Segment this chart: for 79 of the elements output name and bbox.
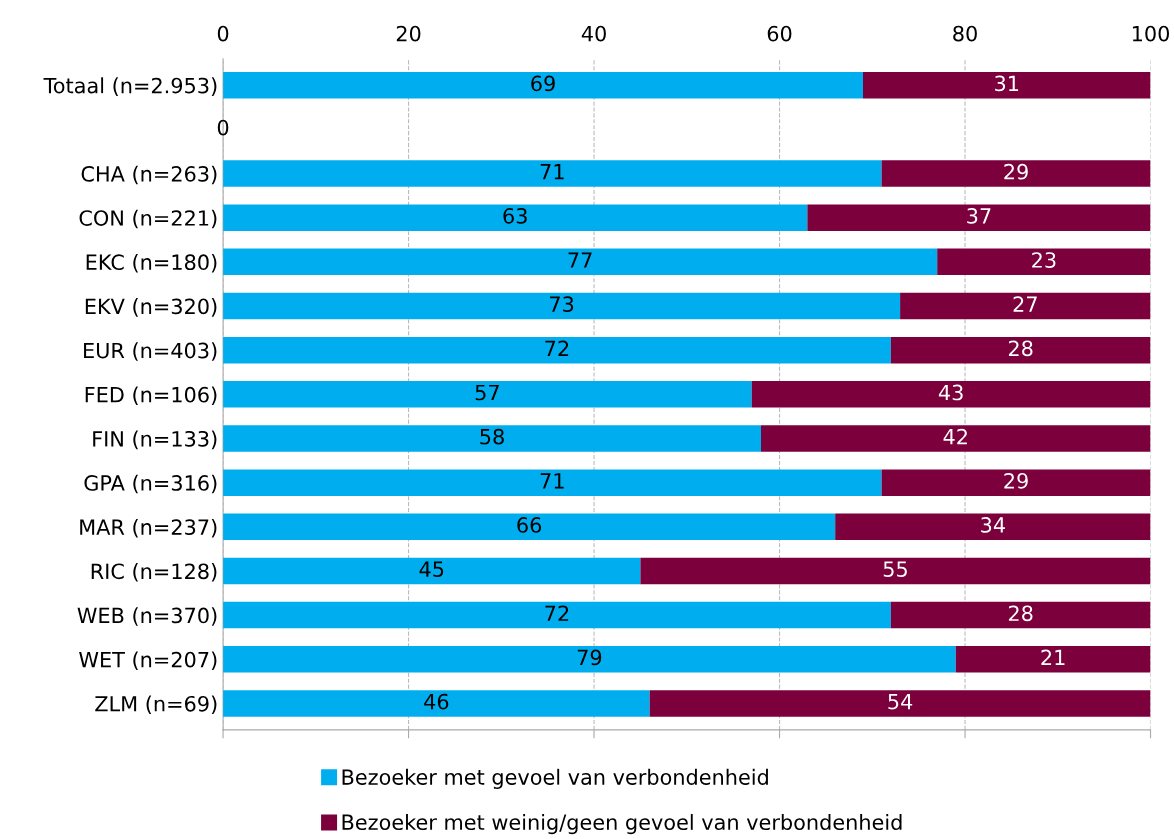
bar: [863, 71, 1151, 99]
data-label: 69: [531, 75, 555, 92]
x-tick-label: 40: [581, 25, 606, 42]
x-tick-label: 100: [1132, 25, 1170, 42]
data-label: 46: [424, 693, 449, 710]
y-tick-label: RIC (n=128): [91, 563, 217, 582]
data-label: 54: [888, 694, 913, 710]
bar: [937, 248, 1151, 276]
y-tick-label: WEB (n=370): [77, 607, 217, 626]
y-tick-label: EKV (n=320): [85, 298, 217, 317]
data-label: 73: [550, 296, 574, 313]
bar: [223, 248, 938, 276]
bar: [223, 336, 891, 364]
bar: [223, 601, 891, 629]
data-label: 72: [545, 605, 569, 621]
bar: [760, 425, 1151, 452]
data-label: 31: [995, 75, 1019, 92]
bar: [223, 381, 752, 408]
legend-label: Bezoeker met gevoel van verbondenheid: [342, 768, 768, 789]
data-label: 77: [568, 252, 592, 268]
bar: [223, 646, 956, 673]
x-tick-label: 0: [217, 25, 229, 42]
data-label: 29: [1004, 472, 1028, 489]
data-label: 79: [577, 649, 602, 666]
y-tick-label: Totaal (n=2.953): [43, 77, 217, 96]
data-label: 71: [540, 473, 564, 489]
bar: [835, 513, 1151, 541]
bar: [807, 204, 1151, 231]
bar: [751, 381, 1151, 408]
bar: [223, 425, 761, 452]
data-label: 23: [1032, 252, 1056, 268]
bar: [890, 336, 1151, 364]
data-label: 21: [1041, 649, 1065, 666]
bar: [900, 292, 1151, 320]
data-label: 57: [475, 384, 499, 401]
bar: [640, 557, 1151, 585]
x-tick-label: 20: [396, 25, 421, 42]
bar: [223, 71, 864, 99]
bar: [881, 160, 1151, 187]
x-tick-label: 60: [767, 25, 792, 42]
data-label: 71: [540, 164, 564, 180]
data-label: 42: [943, 428, 967, 445]
data-label: 55: [883, 561, 907, 578]
data-label: 27: [1013, 296, 1037, 312]
y-tick-label: GPA (n=316): [84, 474, 217, 494]
data-label: 34: [981, 517, 1005, 533]
y-tick-label: MAR (n=237): [80, 518, 217, 538]
bar: [649, 690, 1151, 717]
y-tick-label: FIN (n=133): [93, 430, 217, 450]
legend-label: Bezoeker met weinig/geen gevoel van verbondenheid: [342, 813, 902, 835]
data-label: 28: [1008, 605, 1033, 622]
y-tick-label: CHA (n=263): [81, 165, 217, 185]
data-label: 37: [967, 207, 991, 224]
data-label: 63: [503, 207, 527, 224]
bar: [223, 690, 650, 717]
y-tick-label: ZLM (n=69): [95, 695, 217, 715]
bar: [955, 646, 1151, 673]
x-tick-label: 80: [953, 25, 977, 42]
data-label: 29: [1004, 163, 1028, 180]
data-label: 0: [217, 119, 229, 136]
y-tick-label: EKC (n=180): [86, 253, 217, 273]
bar: [223, 513, 836, 541]
y-tick-label: FED (n=106): [85, 386, 217, 405]
y-tick-label: CON (n=221): [79, 209, 217, 229]
y-tick-label: WET (n=207): [79, 651, 217, 670]
data-label: 28: [1008, 340, 1033, 357]
bar: [223, 469, 882, 496]
bar: [223, 160, 882, 187]
data-label: 66: [517, 517, 542, 533]
y-tick-label: EUR (n=403): [84, 342, 217, 361]
data-label: 72: [545, 340, 569, 356]
data-label: 58: [480, 428, 504, 445]
data-label: 45: [419, 561, 444, 578]
bar: [881, 469, 1151, 496]
bar: [223, 204, 808, 231]
bar: [223, 557, 641, 585]
bar: [223, 292, 901, 320]
data-label: 43: [938, 384, 963, 401]
bar: [890, 601, 1151, 629]
